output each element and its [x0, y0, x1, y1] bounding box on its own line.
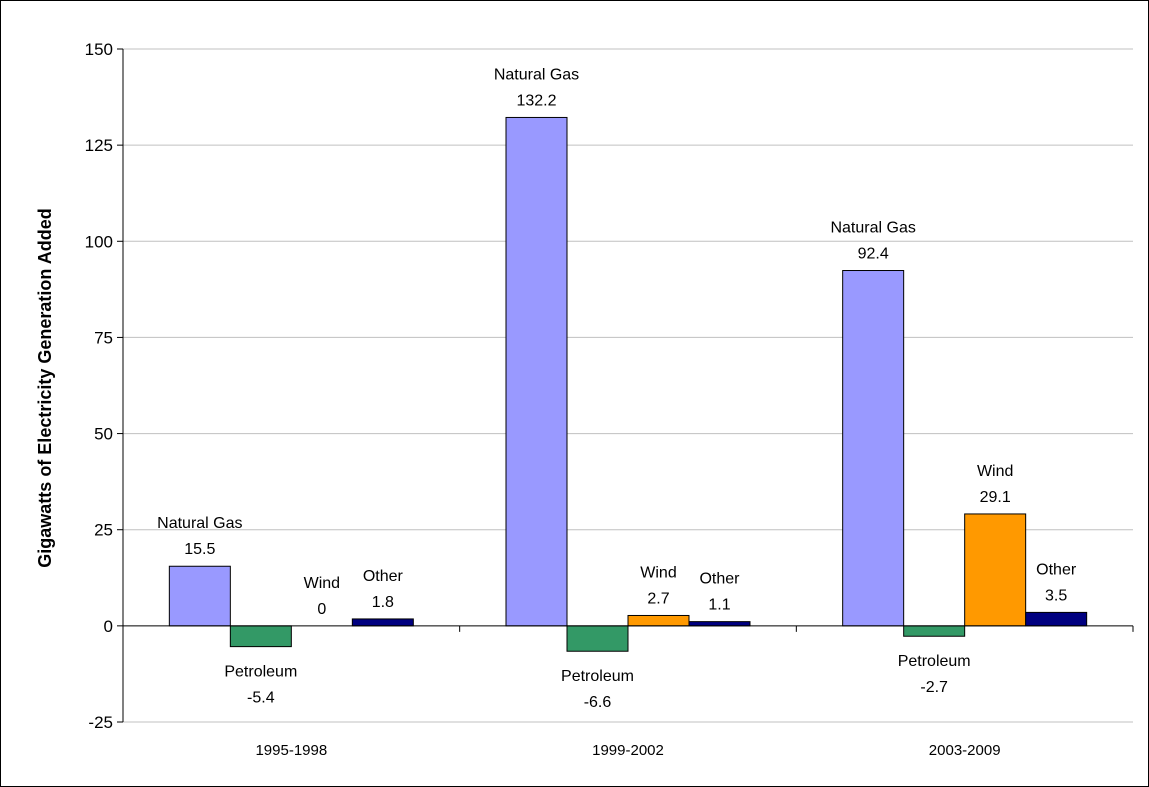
y-tick-label: 0 [104, 617, 113, 636]
bar-natural-gas [505, 116, 568, 627]
data-label-series: Other [699, 571, 740, 588]
data-label-series: Other [363, 568, 404, 585]
data-label-value: 1.1 [708, 597, 730, 614]
y-tick-label: 25 [94, 521, 113, 540]
data-label-series: Natural Gas [830, 220, 915, 237]
data-label-value: 15.5 [184, 541, 215, 558]
data-label-value: 2.7 [647, 590, 669, 607]
bars [168, 116, 1088, 652]
data-label-value: 132.2 [516, 92, 556, 109]
y-axis-label: Gigawatts of Electricity Generation Adde… [35, 208, 55, 567]
data-label-value: 0 [317, 601, 326, 618]
data-label-series: Wind [304, 575, 340, 592]
data-label-value: -5.4 [247, 690, 275, 707]
data-label-value: 1.8 [372, 594, 394, 611]
bar-wind [627, 614, 690, 627]
y-tick-label: -25 [88, 713, 113, 732]
bar-other [688, 621, 751, 627]
bar-petroleum [566, 625, 629, 652]
data-labels: Natural Gas 15.5 Petroleum -5.4 Wind 0 Other 1.… [157, 66, 1077, 711]
data-label-series: Natural Gas [157, 515, 242, 532]
y-tick-label: 150 [85, 40, 113, 59]
bar-petroleum [903, 625, 966, 637]
data-label-value: -6.6 [584, 694, 612, 711]
x-tick-label: 1995-1998 [255, 742, 327, 759]
x-tick-label: 2003-2009 [929, 742, 1001, 759]
bar-other [1025, 611, 1088, 627]
bar-petroleum [229, 625, 292, 648]
data-label-value: 29.1 [980, 489, 1011, 506]
data-label-series: Petroleum [898, 653, 971, 670]
data-label-value: -2.7 [920, 679, 948, 696]
y-tick-label: 50 [94, 425, 113, 444]
data-label-series: Wind [977, 463, 1013, 480]
data-label-series: Petroleum [561, 668, 634, 685]
y-tick-label: 100 [85, 232, 113, 251]
data-label-series: Natural Gas [494, 66, 579, 83]
data-label-value: 3.5 [1045, 587, 1067, 604]
data-label-value: 92.4 [858, 246, 889, 263]
bar-wind [964, 513, 1027, 627]
bar-natural-gas [168, 565, 231, 627]
bar-natural-gas [842, 270, 905, 627]
bar-other [351, 618, 414, 627]
x-tick-label: 1999-2002 [592, 742, 664, 759]
data-label-series: Other [1036, 561, 1077, 578]
axes: -25 0 25 50 75 100 125 150 1995-1998 1999-2002 200… [85, 40, 1134, 759]
data-label-series: Petroleum [224, 664, 297, 681]
data-label-series: Wind [640, 564, 676, 581]
y-tick-label: 125 [85, 136, 113, 155]
y-tick-label: 75 [94, 328, 113, 347]
